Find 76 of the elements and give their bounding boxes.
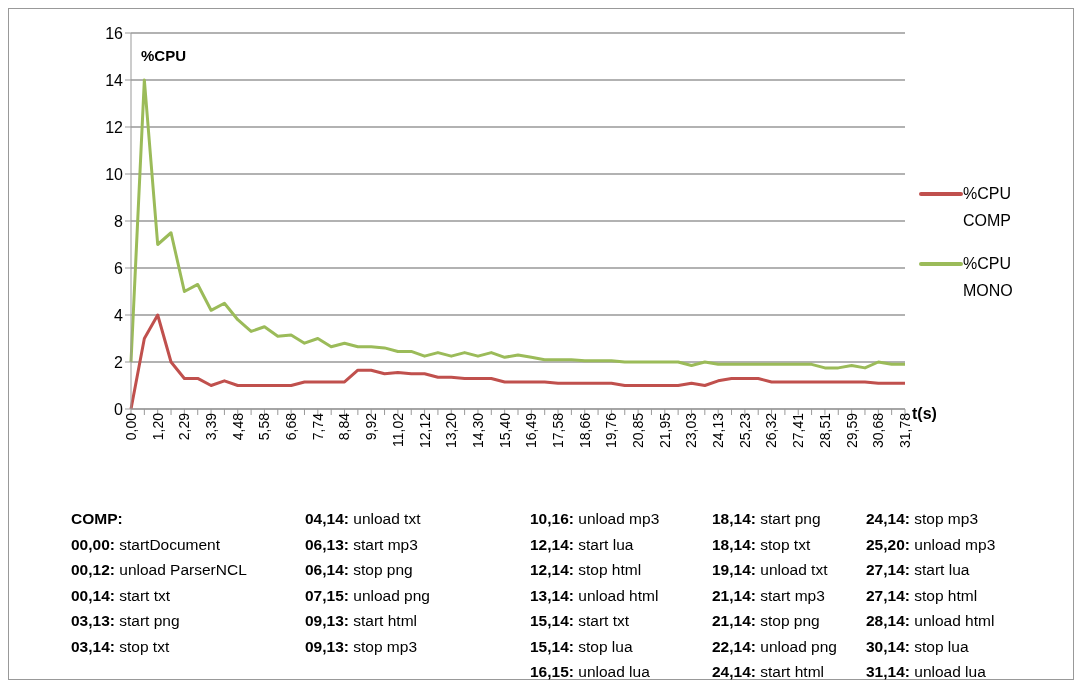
text: 00,14: start txt — [71, 585, 172, 606]
text: 25,20: unload mp3 — [866, 534, 996, 555]
text: 27,14: start lua — [866, 560, 971, 580]
x-tick-label: 19,76 — [603, 412, 620, 449]
text: 16,15: unload lua — [530, 662, 651, 682]
x-tick-label: 20,85 — [630, 412, 647, 449]
text: 15,14: start txt — [530, 611, 631, 631]
text: 21,14: start mp3 — [712, 585, 826, 606]
text: 00,00: startDocument — [71, 534, 222, 555]
text: 13,14: unload html — [530, 585, 660, 606]
x-tick-label: 12,12 — [416, 412, 433, 449]
x-tick-label: 31,78 — [896, 412, 913, 449]
x-tick-label: 26,32 — [763, 412, 780, 449]
x-tick-label: 28,51 — [816, 412, 833, 449]
y-tick-label: 4 — [114, 306, 124, 324]
y-tick-label: 12 — [105, 118, 124, 136]
x-tick-label: 24,13 — [710, 412, 727, 449]
text: COMP: — [71, 510, 123, 527]
text: 18,14: start png — [712, 509, 822, 529]
text: 12,14: start lua — [530, 534, 635, 555]
x-tick-label: 21,95 — [656, 412, 673, 449]
text: 31,14: unload lua — [866, 662, 987, 682]
text: 04,14: unload txt — [305, 509, 422, 529]
y-tick-label: 6 — [114, 259, 124, 277]
text: 03,14: stop txt — [71, 636, 171, 657]
x-tick-label: 0,00 — [122, 412, 139, 441]
text: 15,14: stop lua — [530, 636, 634, 657]
x-tick-label: 9,92 — [363, 412, 380, 441]
legend-label: %CPU MONO — [963, 254, 1014, 301]
x-tick-label: 2,29 — [176, 412, 193, 441]
text: 19,14: unload txt — [712, 560, 829, 580]
x-tick-label: 3,39 — [203, 412, 220, 441]
text: 06,14: stop png — [305, 560, 414, 580]
text: 24,14: start html — [712, 662, 825, 682]
x-tick-label: 6,68 — [283, 412, 300, 441]
x-tick-label: 30,68 — [870, 412, 887, 449]
x-tick-label: 7,74 — [309, 412, 326, 441]
text: 09,13: stop mp3 — [305, 636, 418, 657]
text: 09,13: start html — [305, 611, 418, 631]
text: 27,14: stop html — [866, 585, 979, 606]
x-tick-label: 18,66 — [576, 412, 593, 449]
x-tick-label: 16,49 — [523, 412, 540, 449]
y-tick-label: 8 — [114, 212, 124, 230]
x-tick-label: 17,58 — [549, 412, 566, 449]
x-tick-label: 8,84 — [336, 412, 353, 441]
x-tick-label: 15,40 — [496, 412, 513, 449]
y-tick-label: 2 — [114, 353, 124, 371]
text: 12,14: stop html — [530, 560, 643, 580]
x-tick-label: 11,02 — [389, 412, 406, 447]
text: 28,14: unload html — [866, 611, 996, 631]
text: 22,14: unload png — [712, 636, 837, 657]
text: 00,12: unload ParserNCL — [71, 560, 247, 580]
y-tick-label: 14 — [105, 71, 124, 89]
text: 03,13: start png — [71, 611, 181, 631]
text: 21,14: stop png — [712, 611, 821, 631]
x-tick-label: 1,20 — [149, 412, 166, 441]
x-tick-label: 27,41 — [790, 412, 807, 449]
x-axis-title: t(s) — [912, 405, 937, 423]
x-tick-label: 14,30 — [469, 412, 486, 449]
text: 07,15: unload png — [305, 585, 430, 606]
x-tick-label: 23,03 — [683, 412, 700, 449]
x-tick-label: 13,20 — [443, 412, 460, 449]
text: 18,14: stop txt — [712, 534, 812, 555]
legend-label: %CPU COMP — [963, 184, 1012, 231]
x-tick-label: 5,58 — [256, 412, 273, 441]
x-tick-label: 4,48 — [229, 412, 246, 441]
text: 10,16: unload mp3 — [530, 509, 660, 529]
x-tick-label: 29,59 — [843, 412, 860, 449]
y-tick-label: 16 — [105, 24, 124, 42]
text: 24,14: stop mp3 — [866, 509, 979, 529]
x-tick-label: 25,23 — [736, 412, 753, 449]
y-tick-label: 0 — [114, 400, 124, 418]
y-tick-label: 10 — [105, 165, 124, 183]
text: 30,14: stop lua — [866, 636, 970, 657]
text: 06,13: start mp3 — [305, 534, 419, 555]
y-axis-title: %CPU — [141, 47, 187, 64]
